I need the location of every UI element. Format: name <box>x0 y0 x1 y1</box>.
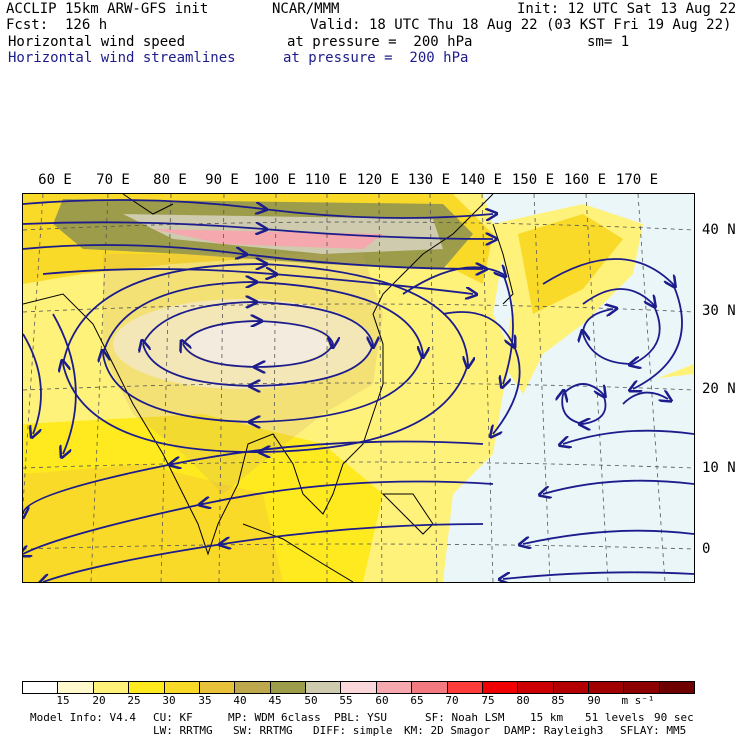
footer-km: KM: 2D Smagor <box>404 724 491 737</box>
colorbar-swatch <box>23 682 59 693</box>
forecast-hour: Fcst: 126 h <box>6 17 108 33</box>
colorbar-level: 70 <box>445 694 459 707</box>
lon-label: 120 E <box>356 172 400 188</box>
lon-label: 160 E <box>563 172 607 188</box>
colorbar-level: 60 <box>375 694 389 707</box>
colorbar-swatch <box>235 682 271 693</box>
colorbar-swatch <box>306 682 342 693</box>
colorbar-swatch <box>270 682 306 693</box>
footer-timestep: 90 sec <box>654 711 694 724</box>
lon-label: 150 E <box>511 172 555 188</box>
colorbar-level: 50 <box>304 694 318 707</box>
footer-sw: SW: RRTMG <box>233 724 293 737</box>
colorbar-level: 15 <box>56 694 70 707</box>
lon-label: 90 E <box>205 172 239 188</box>
colorbar-level: 55 <box>339 694 353 707</box>
colorbar-level: 20 <box>92 694 106 707</box>
footer-sflay: SFLAY: MM5 <box>620 724 687 737</box>
colorbar-swatch <box>58 682 94 693</box>
field1-name: Horizontal wind speed <box>8 34 186 50</box>
colorbar-swatch <box>624 682 660 693</box>
colorbar-level: 35 <box>198 694 212 707</box>
run-title: ACCLIP 15km ARW-GFS init <box>6 1 209 17</box>
lon-label: 110 E <box>304 172 348 188</box>
field2-level: at pressure = 200 hPa <box>283 50 469 66</box>
colorbar-swatch <box>341 682 377 693</box>
lon-label: 130 E <box>407 172 451 188</box>
colorbar-level: 75 <box>481 694 495 707</box>
colorbar-swatch <box>93 682 130 693</box>
lon-label: 170 E <box>615 172 659 188</box>
colorbar-swatch <box>553 682 589 693</box>
footer-sf: SF: Noah LSM <box>425 711 505 724</box>
colorbar-swatch <box>412 682 448 693</box>
colorbar-swatch <box>376 682 413 693</box>
lon-label: 140 E <box>459 172 503 188</box>
institution-label: NCAR/MMM <box>272 1 340 17</box>
lat-label: 10 N <box>702 460 736 476</box>
init-time: Init: 12 UTC Sat 13 Aug 22 <box>517 1 737 17</box>
colorbar-level: 40 <box>233 694 247 707</box>
colorbar <box>22 681 695 694</box>
footer-mp: MP: WDM 6class <box>228 711 321 724</box>
lon-label: 60 E <box>38 172 72 188</box>
lat-label: 40 N <box>702 222 736 238</box>
lat-label: 20 N <box>702 381 736 397</box>
colorbar-level: 45 <box>268 694 282 707</box>
field1-level: at pressure = 200 hPa <box>287 34 473 50</box>
lon-label: 80 E <box>153 172 187 188</box>
footer-resolution: 15 km <box>530 711 564 724</box>
colorbar-swatch <box>447 682 483 693</box>
field1-smoothing: sm= 1 <box>587 34 630 50</box>
colorbar-level: 90 <box>587 694 601 707</box>
colorbar-level: 85 <box>551 694 565 707</box>
footer-lw: LW: RRTMG <box>153 724 213 737</box>
footer-levels: 51 levels <box>585 711 645 724</box>
colorbar-level: 30 <box>162 694 176 707</box>
colorbar-units: m s⁻¹ <box>621 694 655 707</box>
colorbar-level: 25 <box>127 694 141 707</box>
footer-model-info: Model Info: V4.4 <box>30 711 136 724</box>
wind-map <box>23 194 694 582</box>
lat-label: 30 N <box>702 303 736 319</box>
footer-cu: CU: KF <box>153 711 193 724</box>
colorbar-swatch <box>589 682 625 693</box>
colorbar-level: 65 <box>410 694 424 707</box>
colorbar-swatch <box>164 682 200 693</box>
streamlines <box>23 199 694 582</box>
colorbar-swatch <box>482 682 519 693</box>
field2-name: Horizontal wind streamlines <box>8 50 236 66</box>
lat-label: 0 <box>702 541 711 557</box>
lon-label: 70 E <box>96 172 130 188</box>
colorbar-swatch <box>129 682 165 693</box>
colorbar-swatch <box>199 682 236 693</box>
footer-diff: DIFF: simple <box>313 724 393 737</box>
map-panel <box>22 193 695 583</box>
footer-damp: DAMP: Rayleigh3 <box>504 724 604 737</box>
colorbar-swatch <box>659 682 695 693</box>
valid-time: Valid: 18 UTC Thu 18 Aug 22 (03 KST Fri … <box>310 17 732 33</box>
lon-label: 100 E <box>253 172 297 188</box>
footer-pbl: PBL: YSU <box>334 711 387 724</box>
colorbar-level: 80 <box>516 694 530 707</box>
colorbar-swatch <box>518 682 554 693</box>
